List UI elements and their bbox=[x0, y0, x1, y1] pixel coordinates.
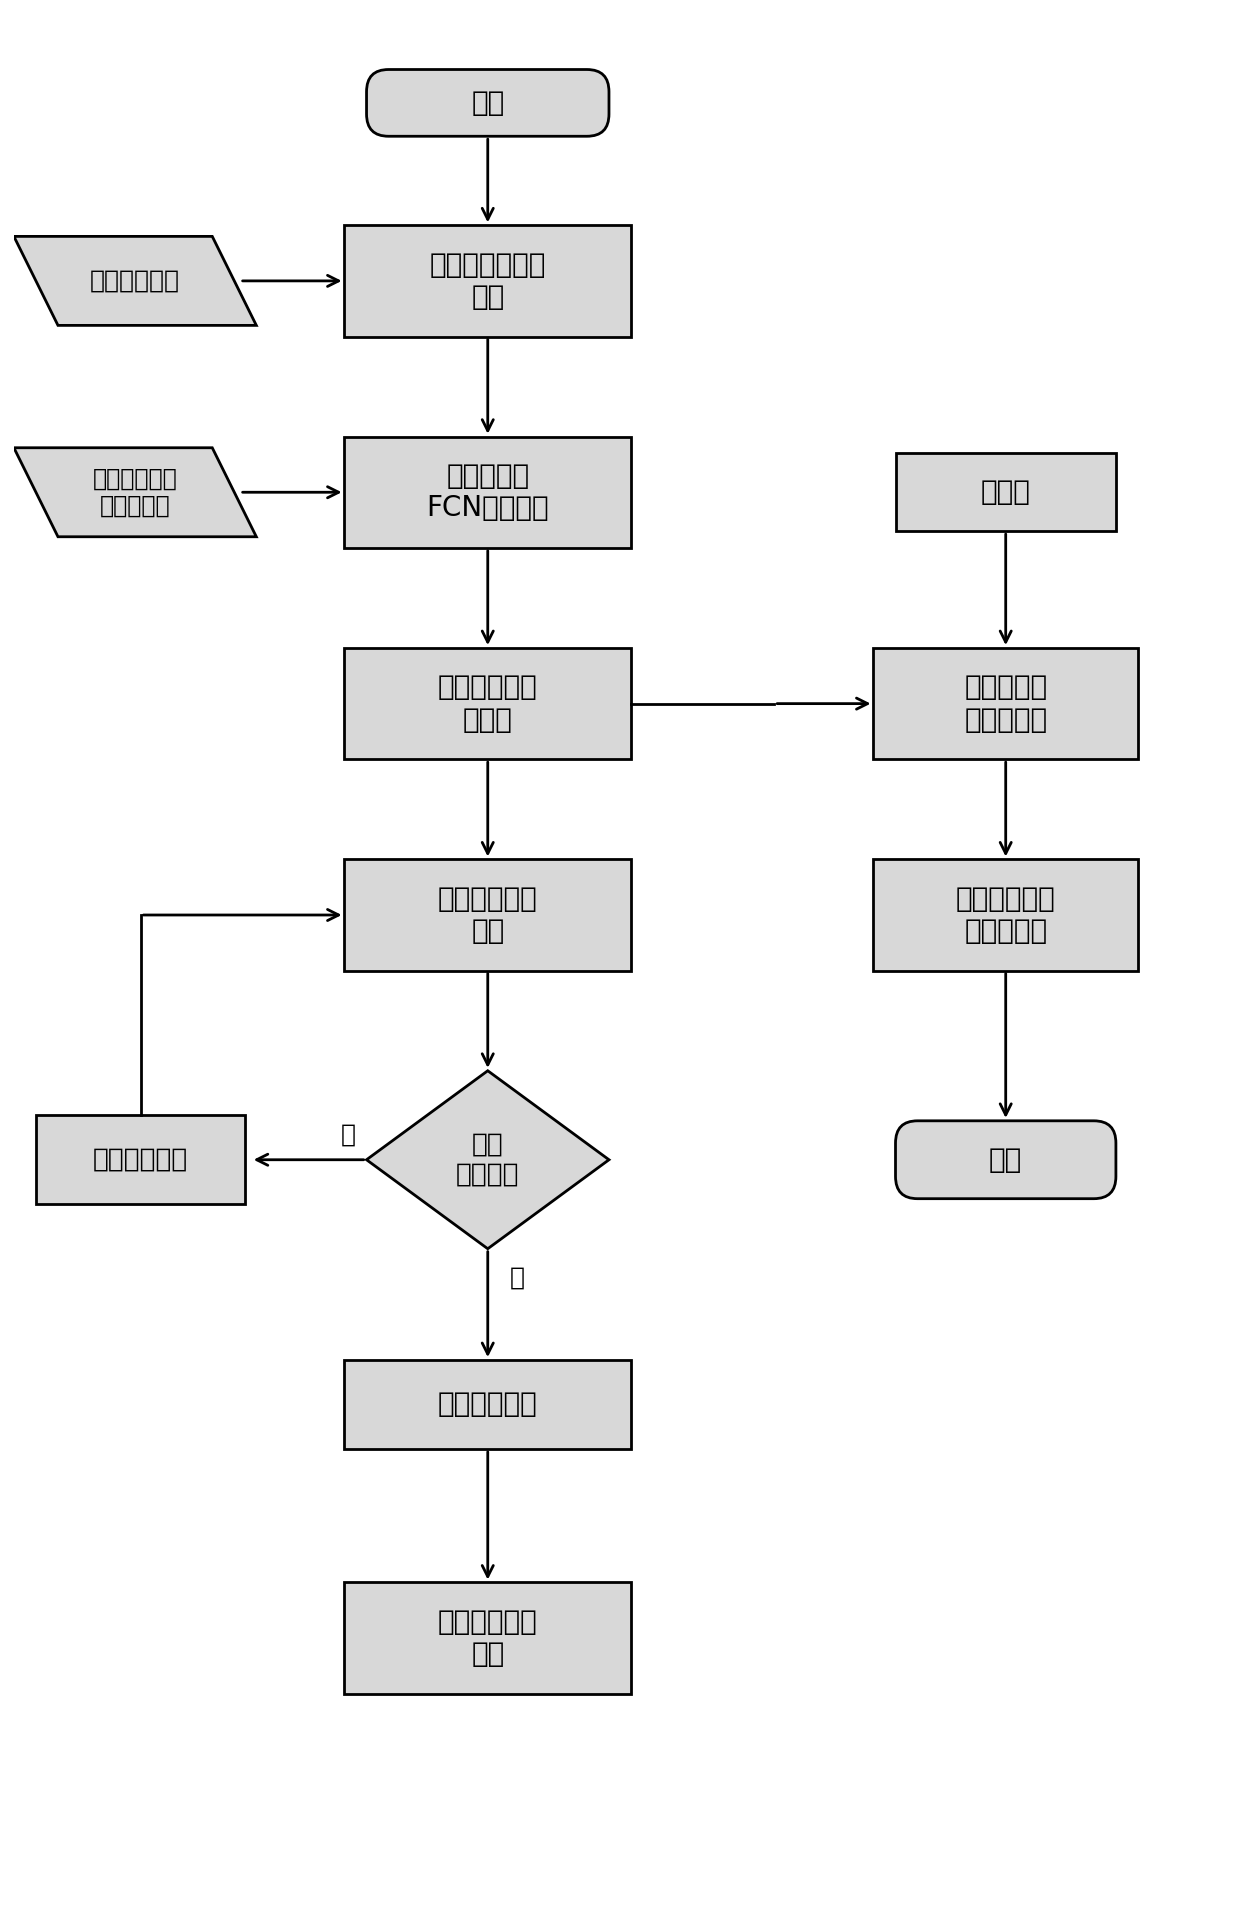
Bar bbox=[36, 1115, 246, 1205]
Text: 计算网络损失
函数: 计算网络损失 函数 bbox=[438, 885, 538, 946]
Bar bbox=[345, 438, 631, 549]
Bar bbox=[873, 649, 1138, 760]
Bar bbox=[345, 1361, 631, 1449]
Text: 保存网络参数: 保存网络参数 bbox=[438, 1391, 538, 1418]
Text: 图像增强、数据
扩充: 图像增强、数据 扩充 bbox=[429, 251, 546, 311]
FancyBboxPatch shape bbox=[895, 1121, 1116, 1199]
Text: 调整网络参数: 调整网络参数 bbox=[93, 1148, 188, 1173]
Bar bbox=[873, 860, 1138, 971]
Polygon shape bbox=[367, 1071, 609, 1249]
Polygon shape bbox=[14, 236, 257, 326]
Text: 开始: 开始 bbox=[471, 88, 505, 117]
Text: 测试网络模型
的分割性能: 测试网络模型 的分割性能 bbox=[956, 885, 1055, 946]
Bar bbox=[345, 225, 631, 336]
Polygon shape bbox=[14, 447, 257, 537]
Text: 设计全卷积神
经网络结构: 设计全卷积神 经网络结构 bbox=[93, 466, 177, 518]
Bar bbox=[895, 453, 1116, 532]
Text: 初始化网络结
构参数: 初始化网络结 构参数 bbox=[438, 674, 538, 733]
Text: 结束: 结束 bbox=[990, 1146, 1022, 1174]
Bar bbox=[345, 1583, 631, 1694]
Text: 测试集: 测试集 bbox=[981, 478, 1030, 507]
Text: 输出网络参数
模型: 输出网络参数 模型 bbox=[438, 1608, 538, 1668]
Text: 否: 否 bbox=[510, 1265, 525, 1290]
Bar bbox=[345, 649, 631, 760]
FancyBboxPatch shape bbox=[367, 69, 609, 136]
Text: 准备样本数据: 准备样本数据 bbox=[91, 269, 180, 294]
Bar bbox=[345, 860, 631, 971]
Text: 加载训练好
的模型文件: 加载训练好 的模型文件 bbox=[965, 674, 1048, 733]
Text: 是: 是 bbox=[341, 1123, 356, 1146]
Text: 是否
继续训练: 是否 继续训练 bbox=[456, 1132, 520, 1188]
Text: 载入改进的
FCN网络结构: 载入改进的 FCN网络结构 bbox=[427, 462, 549, 522]
